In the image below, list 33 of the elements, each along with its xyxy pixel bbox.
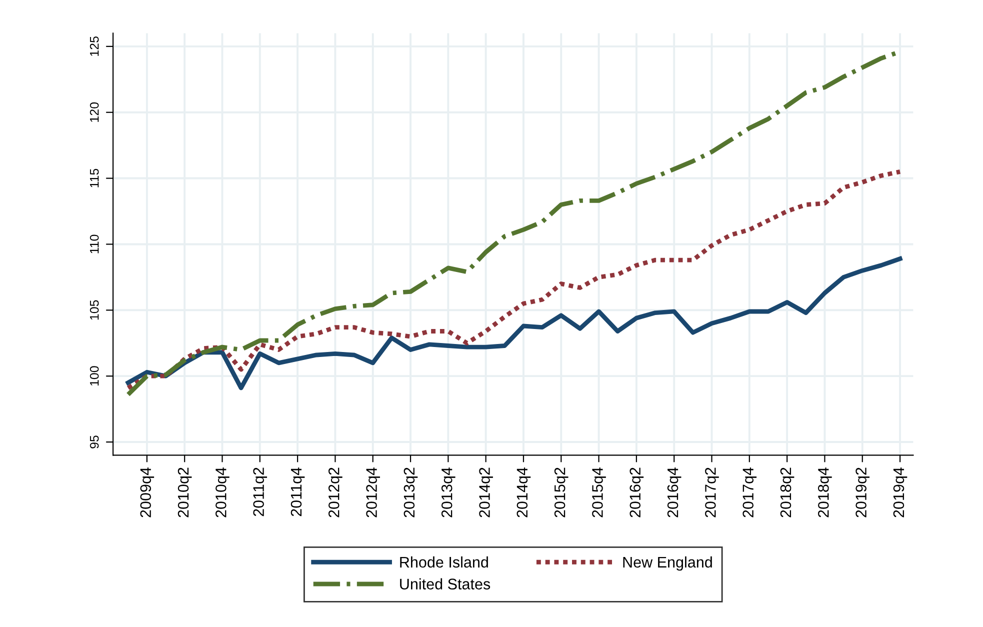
y-tick-label: 105 [90,300,99,320]
legend-label: United States [400,578,490,590]
x-tick-label: 2010q2 [178,468,192,518]
line-series [126,169,902,390]
y-tick-label: 115 [90,168,99,188]
x-tick-label: 2015q4 [592,467,606,518]
x-tick-label: 2018q4 [818,467,832,518]
x-tick-label: 2013q4 [441,467,456,518]
x-tick-label: 2014q4 [516,467,531,518]
x-tick-label: 2019q2 [856,468,870,518]
y-tick-label: 100 [90,366,99,386]
y-tick-label: 95 [90,436,99,448]
x-tick-label: 2009q4 [140,467,154,518]
x-tick-label: 2012q4 [366,467,380,518]
legend-label: New England [623,556,712,571]
x-tick-label: 2018q2 [780,468,794,518]
y-tick-label: 120 [90,102,99,122]
x-tick-label: 2013q2 [404,468,418,518]
x-tick-label: 2011q4 [290,467,305,516]
y-tick-label: 125 [90,36,99,56]
x-tick-label: 2010q4 [216,467,230,518]
legend-label: Rhode Island [400,556,488,568]
x-tick-label: 2011q2 [253,468,268,516]
line-series [126,256,902,390]
x-tick-label: 2016q2 [630,468,644,518]
y-tick-label: 110 [90,234,99,254]
x-tick-label: 2012q2 [328,468,342,518]
x-tick-label: 2019q4 [893,467,908,518]
x-tick-label: 2015q2 [554,468,568,518]
x-tick-label: 2016q4 [667,467,682,518]
x-tick-label: 2017q2 [705,468,719,518]
x-tick-label: 2017q4 [742,467,757,518]
x-tick-label: 2014q2 [479,468,493,518]
